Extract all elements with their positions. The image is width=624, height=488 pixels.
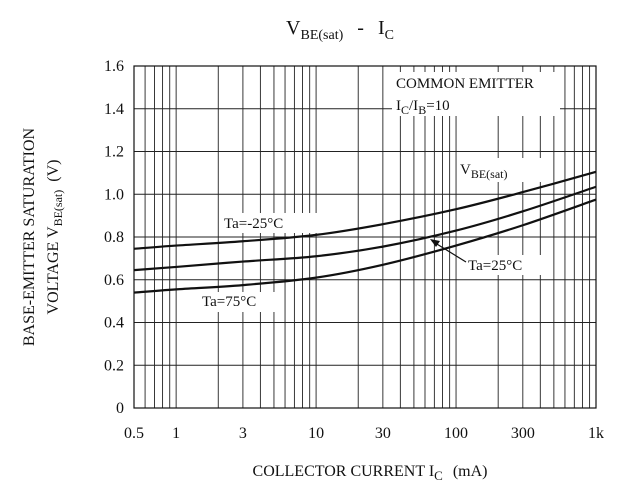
condition-ic: I xyxy=(396,98,401,114)
grid xyxy=(133,65,596,409)
curves xyxy=(133,170,597,294)
x-tick-labels: 0.5 1 3 10 30 100 300 1k xyxy=(124,425,604,442)
title-ic-main: I xyxy=(378,17,385,39)
x-tick-label: 3 xyxy=(239,425,247,442)
title-vbe-main: V xyxy=(286,17,301,39)
x-tick-label: 100 xyxy=(444,425,468,442)
curve-label-vbe: VBE(sat) xyxy=(460,162,508,181)
series-line-2 xyxy=(133,198,597,294)
title-ic-sub: C xyxy=(385,28,394,43)
y-axis-label-main: VOLTAGE V xyxy=(45,226,62,315)
label-bg-m25 xyxy=(222,213,320,233)
x-tick-label: 300 xyxy=(511,425,535,442)
y-tick-label: 0.2 xyxy=(104,357,124,374)
series-label-25-arrowhead xyxy=(430,239,440,247)
series-line-1 xyxy=(133,185,597,272)
y-axis-label-line1: BASE-EMITTER SATURATION xyxy=(21,127,38,346)
condition-ic-sub: C xyxy=(401,103,409,117)
title-dash: - xyxy=(357,17,364,39)
series-line-0 xyxy=(133,170,597,250)
x-tick-label: 10 xyxy=(308,425,324,442)
label-bg-75 xyxy=(200,292,284,312)
condition-ratio: =10 xyxy=(426,98,449,114)
x-tick-label: 0.5 xyxy=(124,425,144,442)
condition-box-bg xyxy=(392,72,560,116)
y-tick-label: 1.4 xyxy=(104,101,124,118)
x-axis-label: COLLECTOR CURRENT IC (mA) xyxy=(253,463,488,483)
series-label-75: Ta=75°C xyxy=(202,294,256,310)
x-axis-label-unit: (mA) xyxy=(453,463,488,480)
x-axis-label-sub: C xyxy=(434,468,443,483)
x-tick-label: 1 xyxy=(172,425,180,442)
condition-line2: IC/IB=10 xyxy=(396,98,450,117)
curve-label-vbe-sub: BE(sat) xyxy=(471,167,508,181)
x-tick-label: 1k xyxy=(588,425,604,442)
y-tick-label: 1.6 xyxy=(104,58,124,75)
y-tick-label: 0.4 xyxy=(104,315,124,332)
condition-ib-sub: B xyxy=(418,103,426,117)
series-label-25: Ta=25°C xyxy=(468,258,522,274)
y-axis-label-line2: VOLTAGE VBE(sat) (V) xyxy=(45,160,65,315)
series-label-m25: Ta=-25°C xyxy=(224,216,283,232)
y-tick-label: 1.0 xyxy=(104,186,124,203)
y-axis-label-sub: BE(sat) xyxy=(51,190,65,227)
condition-line1: COMMON EMITTER xyxy=(396,76,534,92)
condition-ib: /I xyxy=(409,98,418,114)
vbe-label-bg xyxy=(458,158,550,182)
y-axis-label-unit: (V) xyxy=(45,160,62,182)
label-bg-25 xyxy=(466,255,546,275)
x-tick-label: 30 xyxy=(375,425,391,442)
chart-title: VBE(sat) - IC xyxy=(286,17,394,43)
y-tick-labels: 0 0.2 0.4 0.6 0.8 1.0 1.2 1.4 1.6 xyxy=(104,58,124,417)
curve-label-vbe-main: V xyxy=(460,162,471,178)
title-vbe-sub: BE(sat) xyxy=(301,28,344,43)
x-axis-label-main: COLLECTOR CURRENT I xyxy=(253,463,435,480)
y-tick-label: 1.2 xyxy=(104,144,124,161)
plot-frame xyxy=(133,65,597,409)
y-tick-label: 0 xyxy=(116,400,124,417)
y-tick-label: 0.8 xyxy=(104,229,124,246)
y-tick-label: 0.6 xyxy=(104,272,124,289)
